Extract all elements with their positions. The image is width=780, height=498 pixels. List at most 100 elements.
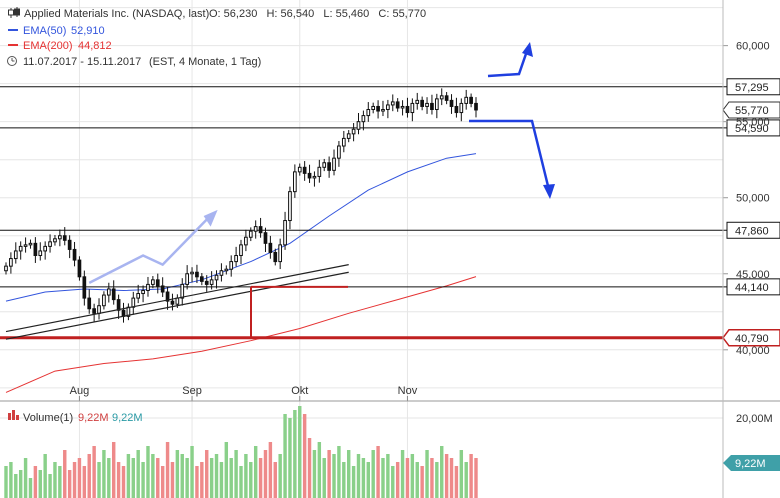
volume-bar [209, 458, 214, 498]
volume-bar [244, 454, 248, 498]
level-label: 40,790 [735, 333, 769, 345]
candle-body [190, 271, 194, 275]
candle-body [430, 102, 434, 111]
volume-bar [156, 458, 160, 498]
scenario-arrowhead-down [543, 184, 555, 199]
candle-body [307, 172, 312, 179]
candle-body [278, 244, 283, 263]
volume-bar [18, 470, 23, 498]
candle-body [386, 104, 390, 111]
candle-body [474, 102, 478, 111]
level-label: 54,590 [735, 123, 769, 135]
candle-body [410, 102, 415, 114]
candle-body [258, 226, 263, 234]
chart-title: Applied Materials Inc. (NASDAQ, last) [24, 8, 209, 20]
candle-body [28, 242, 33, 246]
y-tick-label: 60,000 [736, 41, 770, 53]
volume-bar [444, 454, 449, 498]
candle-body [87, 297, 92, 310]
volume-bar [72, 462, 77, 498]
ema200-value: 44,812 [78, 40, 112, 52]
candle-body [434, 98, 439, 111]
volume-bar [200, 462, 204, 498]
candle-body [195, 271, 199, 278]
scenario-arrow-up [487, 47, 530, 78]
volume-bar [239, 466, 243, 498]
candle-body [425, 102, 429, 107]
candle-body [346, 133, 351, 139]
candle-body [263, 232, 268, 244]
candle-body [38, 250, 43, 257]
x-tick-label: Aug [70, 385, 90, 397]
level-box [722, 329, 780, 347]
candle-body [67, 239, 72, 250]
level-label: 57,295 [735, 82, 769, 94]
candle-body [58, 235, 62, 240]
candle-body [454, 105, 459, 114]
candle-body [82, 276, 87, 299]
candle-body [102, 294, 106, 307]
volume-bar [405, 458, 410, 498]
period-range: 11.07.2017 - 15.11.2017 [23, 56, 141, 68]
volume-bar [327, 450, 331, 498]
candle-body [9, 258, 13, 267]
candle-body [395, 101, 400, 109]
volume-bar [361, 458, 366, 498]
candle-body [376, 105, 380, 112]
level-label: 44,140 [735, 282, 769, 294]
volume-bar [63, 450, 67, 498]
volume-bar [107, 458, 111, 498]
candle-body [268, 242, 273, 253]
volume-bar [38, 470, 42, 498]
candle-body [400, 105, 405, 109]
volume-bar [97, 462, 101, 498]
volume-bar [366, 462, 371, 498]
candle-body [170, 300, 175, 305]
period-detail: (EST, 4 Monate, 1 Tag) [149, 56, 261, 68]
volume-bar [4, 466, 8, 498]
volume-bar [77, 458, 82, 498]
volume-label: Volume(1) [23, 412, 73, 424]
candle-body [351, 128, 356, 135]
candle-body [160, 285, 165, 293]
volume-bar [317, 442, 322, 498]
candle-body [366, 109, 371, 117]
x-tick-label: Sep [182, 385, 202, 397]
volume-bar [469, 454, 473, 498]
candle-body [293, 171, 297, 193]
volume-bar [160, 466, 165, 498]
volume-bar [459, 450, 464, 498]
volume-bar [268, 442, 273, 498]
volume-bar [87, 454, 91, 498]
candle-body [106, 288, 111, 296]
candle-body [244, 236, 248, 246]
volume-bar [9, 462, 13, 498]
volume-bar [258, 458, 263, 498]
volume-bar [82, 466, 87, 498]
volume-bar [224, 442, 229, 498]
candle-body [234, 255, 238, 263]
trend-channel-upper [5, 264, 349, 333]
candle-body [111, 288, 116, 301]
candle-body [381, 109, 385, 112]
volume-bar [111, 442, 116, 498]
candle-body [92, 308, 96, 314]
volume-bar [420, 466, 424, 498]
volume-bar [14, 474, 18, 498]
volume-bar [376, 446, 380, 498]
volume-bar [346, 450, 351, 498]
volume-bar [249, 462, 253, 498]
volume-bar [28, 478, 33, 498]
volume-badge: 9,22M [723, 455, 780, 471]
volume-bar [175, 450, 180, 498]
ema50-swatch [8, 29, 18, 31]
volume-bar [185, 458, 189, 498]
candle-body [337, 145, 341, 159]
candle-body [341, 137, 346, 147]
last-price-label: 55,770 [735, 105, 769, 117]
candle-body [297, 166, 302, 173]
scenario-arrowhead-up [522, 42, 533, 57]
candle-body [214, 274, 219, 281]
scenario-arrow-down [469, 119, 551, 191]
